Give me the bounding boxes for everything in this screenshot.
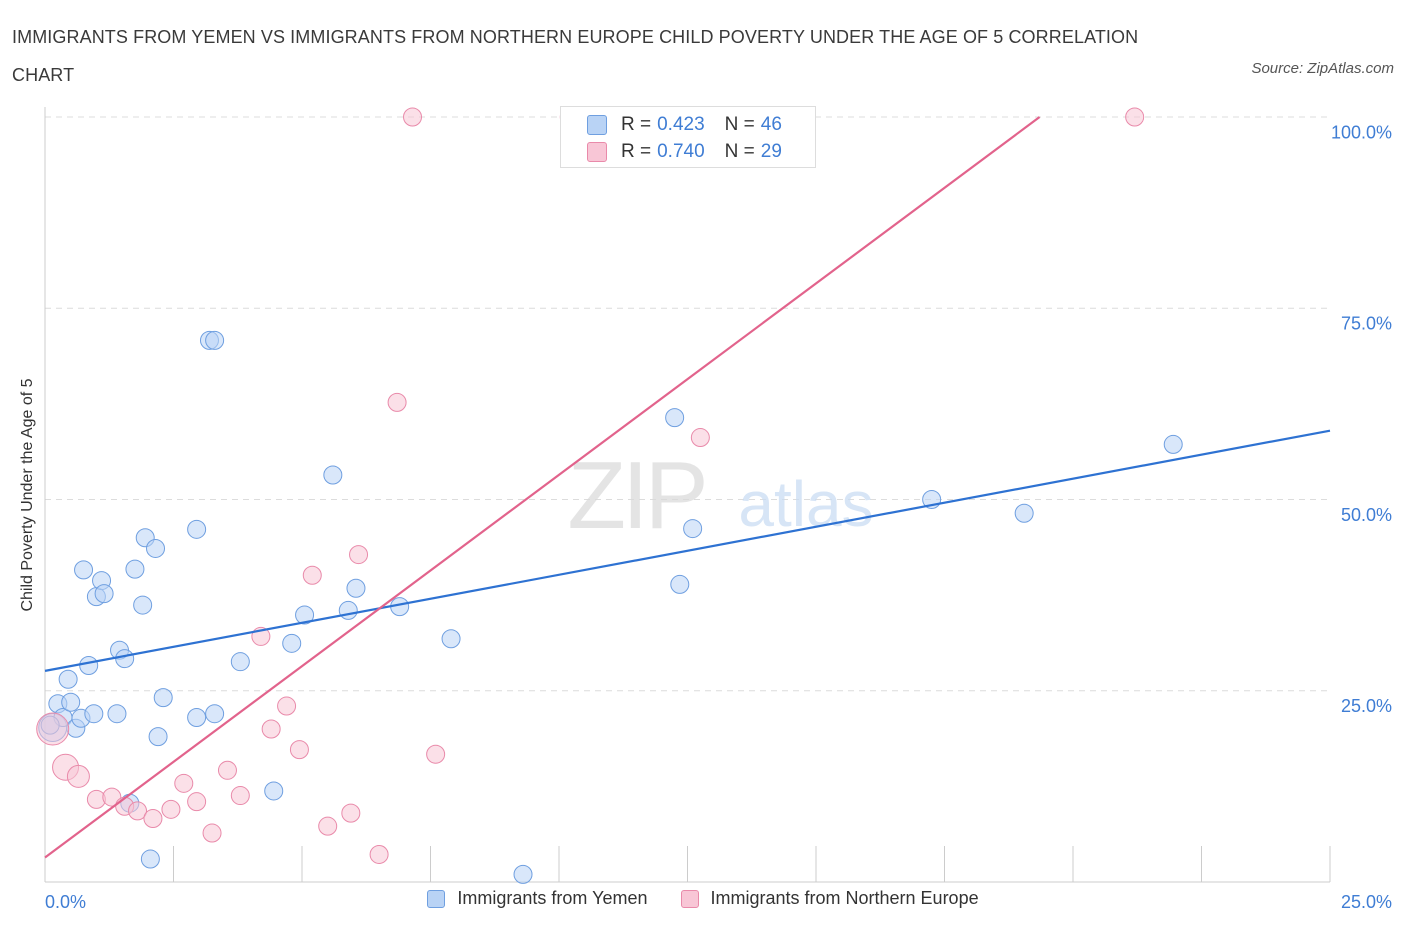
data-point-northern-europe xyxy=(202,823,222,843)
data-point-northern-europe xyxy=(161,799,181,819)
source-label: Source: ZipAtlas.com xyxy=(1251,60,1394,77)
legend-swatch-northern-europe xyxy=(680,889,699,908)
grid-layer xyxy=(45,116,1330,692)
data-point-yemen xyxy=(670,574,690,594)
data-point-yemen xyxy=(187,708,207,728)
axis-layer xyxy=(44,107,1331,883)
data-point-yemen xyxy=(94,584,114,604)
legend-item-yemen[interactable]: Immigrants from Yemen xyxy=(427,888,647,909)
data-point-yemen xyxy=(146,538,166,558)
data-point-yemen xyxy=(205,330,225,350)
data-point-northern-europe xyxy=(128,801,148,821)
stats-legend: R = 0.423 N = 46 R = 0.740 N = 29 xyxy=(560,106,816,168)
data-point-yemen xyxy=(107,704,127,724)
y-tick-label: 100.0% xyxy=(1331,122,1392,142)
stats-legend-row-yemen: R = 0.423 N = 46 xyxy=(587,111,782,139)
watermark-zip: ZIP xyxy=(567,442,704,549)
data-point-northern-europe xyxy=(36,712,70,746)
data-point-yemen xyxy=(230,652,250,672)
n-value-yemen: 46 xyxy=(760,114,782,135)
data-point-yemen xyxy=(264,781,284,801)
data-point-yemen xyxy=(133,595,153,615)
data-point-yemen xyxy=(1163,434,1183,454)
y-tick-label: 50.0% xyxy=(1341,505,1392,525)
y-tick-label: 75.0% xyxy=(1341,314,1392,334)
r-value-yemen: 0.423 xyxy=(657,114,705,135)
data-point-yemen xyxy=(683,519,703,539)
data-point-northern-europe xyxy=(102,787,122,807)
r-value-northern-europe: 0.740 xyxy=(657,141,705,162)
data-point-yemen xyxy=(187,519,207,539)
data-point-yemen xyxy=(125,559,145,579)
legend-label-northern-europe: Immigrants from Northern Europe xyxy=(710,888,979,908)
trend-layer xyxy=(44,116,1331,859)
legend-swatch-yemen xyxy=(587,115,607,135)
data-point-yemen xyxy=(338,600,358,620)
data-point-yemen xyxy=(295,605,315,625)
data-point-yemen xyxy=(79,656,99,676)
legend-swatch-yemen xyxy=(427,889,446,908)
x-tick-label: 0.0% xyxy=(45,892,86,912)
data-point-yemen xyxy=(282,633,302,653)
data-point-northern-europe xyxy=(318,816,338,836)
data-point-yemen xyxy=(513,864,533,884)
r-label: R = xyxy=(621,114,652,135)
data-point-northern-europe xyxy=(690,428,710,448)
data-point-yemen xyxy=(61,692,81,712)
data-point-northern-europe xyxy=(426,744,446,764)
data-point-yemen xyxy=(346,578,366,598)
data-point-northern-europe xyxy=(349,545,369,565)
legend-item-northern-europe[interactable]: Immigrants from Northern Europe xyxy=(680,888,979,909)
n-label: N = xyxy=(724,114,755,135)
data-point-yemen xyxy=(58,669,78,689)
data-point-yemen xyxy=(115,649,135,669)
data-point-yemen xyxy=(148,727,168,747)
stats-legend-row-northern-europe: R = 0.740 N = 29 xyxy=(587,138,782,166)
n-label: N = xyxy=(724,141,755,162)
data-point-northern-europe xyxy=(66,764,90,788)
y-tick-label: 25.0% xyxy=(1341,696,1392,716)
data-point-northern-europe xyxy=(217,760,237,780)
n-value-northern-europe: 29 xyxy=(760,141,782,162)
data-point-yemen xyxy=(140,849,160,869)
trend-line-yemen xyxy=(44,429,1331,672)
data-point-northern-europe xyxy=(174,773,194,793)
data-point-northern-europe xyxy=(387,392,407,412)
data-point-northern-europe xyxy=(143,809,163,829)
data-point-northern-europe xyxy=(187,792,207,812)
x-tick-label: 25.0% xyxy=(1341,892,1392,912)
chart-title: IMMIGRANTS FROM YEMEN VS IMMIGRANTS FROM… xyxy=(12,27,1139,85)
data-point-yemen xyxy=(74,560,94,580)
data-point-northern-europe xyxy=(261,719,281,739)
data-point-northern-europe xyxy=(302,565,322,585)
data-point-northern-europe xyxy=(277,696,297,716)
data-point-yemen xyxy=(323,465,343,485)
data-point-northern-europe xyxy=(369,844,389,864)
r-label: R = xyxy=(621,141,652,162)
series-legend: Immigrants from Yemen Immigrants from No… xyxy=(0,888,1406,913)
tick-label-layer: 100.0% 75.0% 50.0% 25.0% 0.0% 25.0% xyxy=(45,122,1392,912)
data-point-yemen xyxy=(1014,503,1034,523)
trend-line-northern-europe xyxy=(44,116,1041,859)
data-point-yemen xyxy=(153,688,173,708)
data-point-northern-europe xyxy=(403,107,423,127)
data-point-yemen xyxy=(84,704,104,724)
data-point-northern-europe xyxy=(1125,107,1145,127)
data-point-yemen xyxy=(205,704,225,724)
legend-label-yemen: Immigrants from Yemen xyxy=(457,888,648,908)
data-point-northern-europe xyxy=(230,786,250,806)
data-point-yemen xyxy=(441,629,461,649)
data-point-northern-europe xyxy=(289,740,309,760)
data-point-northern-europe xyxy=(341,803,361,823)
legend-swatch-northern-europe xyxy=(587,142,607,162)
watermark: ZIP atlas xyxy=(567,442,873,549)
data-point-yemen xyxy=(665,408,685,428)
